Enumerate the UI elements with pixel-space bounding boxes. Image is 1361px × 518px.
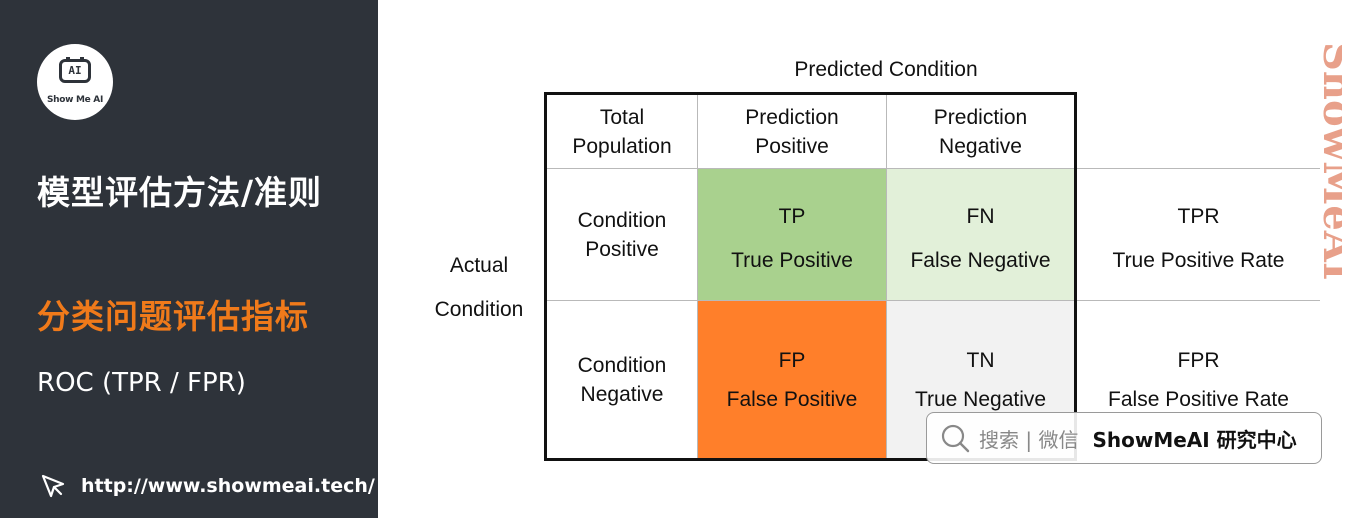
cond-neg-line2: Negative [580, 382, 664, 406]
fp-abbr: FP [778, 349, 806, 372]
fn-cell-bg [886, 168, 1076, 301]
fn-name: False Negative [910, 249, 1051, 272]
actual-condition-header: Actual Condition [418, 244, 540, 332]
cursor-click-icon [41, 474, 65, 498]
sidebar-title: 模型评估方法/准则 [37, 173, 323, 212]
corner-line2: Population [572, 134, 672, 158]
tn-abbr: TN [966, 349, 995, 372]
fpr-name: False Positive Rate [1108, 388, 1289, 411]
tp-cell: TP True Positive [698, 169, 886, 300]
fp-cell: FP False Positive [698, 301, 886, 458]
tp-cell-bg [698, 168, 886, 301]
pred-pos-line1: Prediction [745, 105, 839, 129]
tp-name: True Positive [731, 249, 853, 272]
search-icon [941, 424, 970, 453]
logo-text: Show Me AI [46, 95, 104, 105]
tp-abbr: TP [778, 205, 806, 228]
cond-neg-line1: Condition [577, 353, 667, 377]
pred-pos-line2: Positive [755, 134, 829, 158]
predicted-condition-header: Predicted Condition [794, 58, 978, 81]
table-border-top [544, 92, 1077, 95]
grid-line [697, 94, 698, 459]
grid-line [886, 94, 887, 459]
condition-negative-header: Condition Negative [547, 301, 697, 458]
sidebar-topic: ROC (TPR / FPR) [37, 368, 246, 398]
cond-pos-line1: Condition [577, 208, 667, 232]
tpr-cell: TPR True Positive Rate [1077, 169, 1320, 300]
sidebar: AI Show Me AI 模型评估方法/准则 分类问题评估指标 ROC (TP… [0, 0, 378, 518]
actual-header-line1: Actual [449, 254, 509, 277]
prediction-positive-header: Prediction Positive [698, 95, 886, 168]
pred-neg-line1: Prediction [933, 105, 1028, 129]
table-border-right [1074, 92, 1077, 461]
sidebar-subtitle: 分类问题评估指标 [37, 297, 309, 336]
fpr-abbr: FPR [1177, 349, 1220, 372]
website-link[interactable]: http://www.showmeai.tech/ [37, 470, 375, 502]
showmeai-logo[interactable]: AI Show Me AI [37, 44, 113, 120]
fp-cell-bg [698, 301, 886, 459]
actual-header-line2: Condition [434, 298, 524, 321]
wechat-search-bar[interactable]: 搜索 | 微信 ShowMeAI 研究中心 [926, 412, 1322, 464]
tpr-abbr: TPR [1177, 205, 1220, 228]
robot-face-icon: AI [59, 57, 91, 83]
table-border-bottom [544, 458, 1077, 461]
grid-line [546, 300, 1320, 301]
cond-pos-line2: Positive [585, 237, 659, 261]
tpr-name: True Positive Rate [1112, 249, 1285, 272]
fn-cell: FN False Negative [887, 169, 1074, 300]
fp-name: False Positive [726, 388, 858, 411]
grid-line [546, 168, 1320, 169]
fn-abbr: FN [966, 205, 995, 228]
table-border-left [544, 92, 547, 461]
search-hint-text: 搜索 | 微信 [979, 427, 1079, 452]
fpr-cell: FPR False Positive Rate [1077, 301, 1320, 458]
condition-positive-header: Condition Positive [547, 169, 697, 300]
total-population-cell: Total Population [547, 95, 697, 168]
website-link-text[interactable]: http://www.showmeai.tech/ [81, 475, 375, 497]
corner-line1: Total [599, 105, 645, 129]
watermark-text: ShowMeAI [1314, 42, 1342, 280]
showmeai-watermark: ShowMeAI [1314, 42, 1342, 280]
tn-cell: TN True Negative [887, 301, 1074, 458]
main-panel: ShowMeAI Predicted Condition Actual Cond… [378, 0, 1361, 518]
logo-face-text: AI [68, 64, 82, 77]
prediction-negative-header: Prediction Negative [887, 95, 1074, 168]
tn-name: True Negative [914, 388, 1047, 411]
search-brand-text: ShowMeAI 研究中心 [1092, 427, 1297, 452]
pred-neg-line2: Negative [939, 134, 1022, 158]
